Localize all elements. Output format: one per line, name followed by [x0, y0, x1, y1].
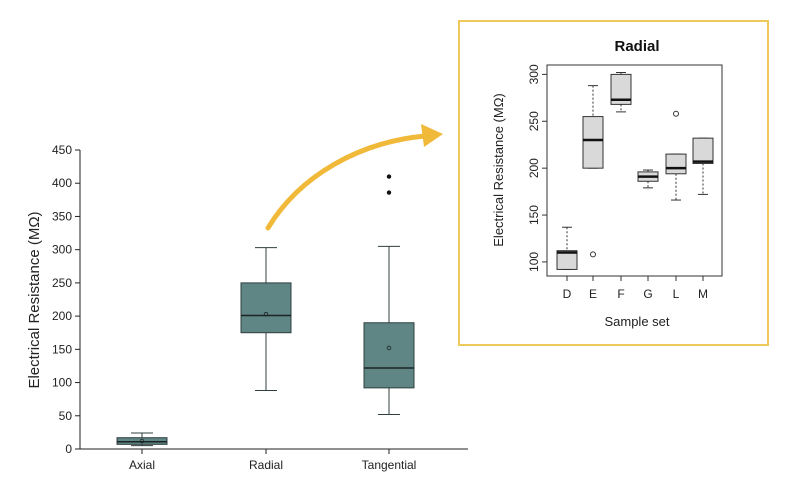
inset-y-tick-label: 100 — [527, 252, 541, 272]
inset-box — [692, 137, 714, 164]
main-y-tick-label: 200 — [52, 309, 72, 323]
inset-y-tick-label: 250 — [527, 111, 541, 131]
main-y-tick-label: 250 — [52, 276, 72, 290]
inset-box — [610, 73, 632, 105]
inset-x-tick-label: D — [563, 287, 572, 301]
inset-x-tick-label: L — [673, 287, 680, 301]
inset-x-tick-label: F — [617, 287, 624, 301]
callout-arrow — [265, 133, 428, 231]
main-box — [240, 282, 292, 334]
inset-box — [665, 153, 687, 175]
inset-x-tick-label: M — [698, 287, 708, 301]
main-boxes — [116, 174, 415, 447]
main-mean-marker — [386, 345, 392, 351]
inset-outlier — [590, 251, 596, 258]
main-x-tick-label: Radial — [249, 458, 283, 472]
main-x-tick-label: Tangential — [362, 458, 417, 472]
main-y-tick-label: 150 — [52, 342, 72, 356]
inset-x-axis-label: Sample set — [604, 314, 669, 329]
inset-plot-border — [546, 64, 723, 277]
callout-arrow-head — [421, 124, 443, 147]
main-x-tick-label: Axial — [129, 458, 155, 472]
main-y-ticks: 0 50 100 150 200 250 300 350 400 450 — [52, 143, 80, 456]
main-x-ticks: Axial Radial Tangential — [129, 449, 416, 472]
inset-y-tick-label: 200 — [527, 158, 541, 178]
inset-box — [582, 116, 604, 169]
inset-title: Radial — [614, 38, 659, 55]
inset-box — [556, 250, 578, 270]
main-y-tick-label: 0 — [65, 442, 72, 456]
main-y-tick-label: 300 — [52, 243, 72, 257]
main-outlier — [386, 174, 392, 179]
main-y-tick-label: 400 — [52, 176, 72, 190]
main-y-tick-label: 100 — [52, 376, 72, 390]
inset-boxes — [556, 72, 714, 270]
inset-x-tick-label: E — [589, 287, 597, 301]
main-mean-marker — [139, 438, 145, 444]
main-y-axis-label: Electrical Resistance (MΩ) — [26, 211, 43, 388]
main-y-tick-label: 350 — [52, 209, 72, 223]
inset-box-plot: Radial 100 150 200 250 300 D E F G L M Electrical… — [458, 20, 769, 346]
inset-y-tick-label: 150 — [527, 205, 541, 225]
main-box — [363, 322, 415, 389]
inset-y-axis-label: Electrical Resistance (MΩ) — [491, 93, 506, 246]
inset-x-tick-label: G — [643, 287, 652, 301]
main-box-plot: 0 50 100 150 200 250 300 350 400 450 Axial Radial T… — [26, 143, 468, 472]
main-y-tick-label: 50 — [59, 409, 73, 423]
inset-y-tick-label: 300 — [527, 64, 541, 84]
main-mean-marker — [263, 311, 269, 317]
inset-y-ticks: 100 150 200 250 300 — [527, 64, 547, 272]
inset-outlier — [673, 110, 679, 117]
main-y-tick-label: 450 — [52, 143, 72, 157]
main-outlier — [386, 190, 392, 195]
